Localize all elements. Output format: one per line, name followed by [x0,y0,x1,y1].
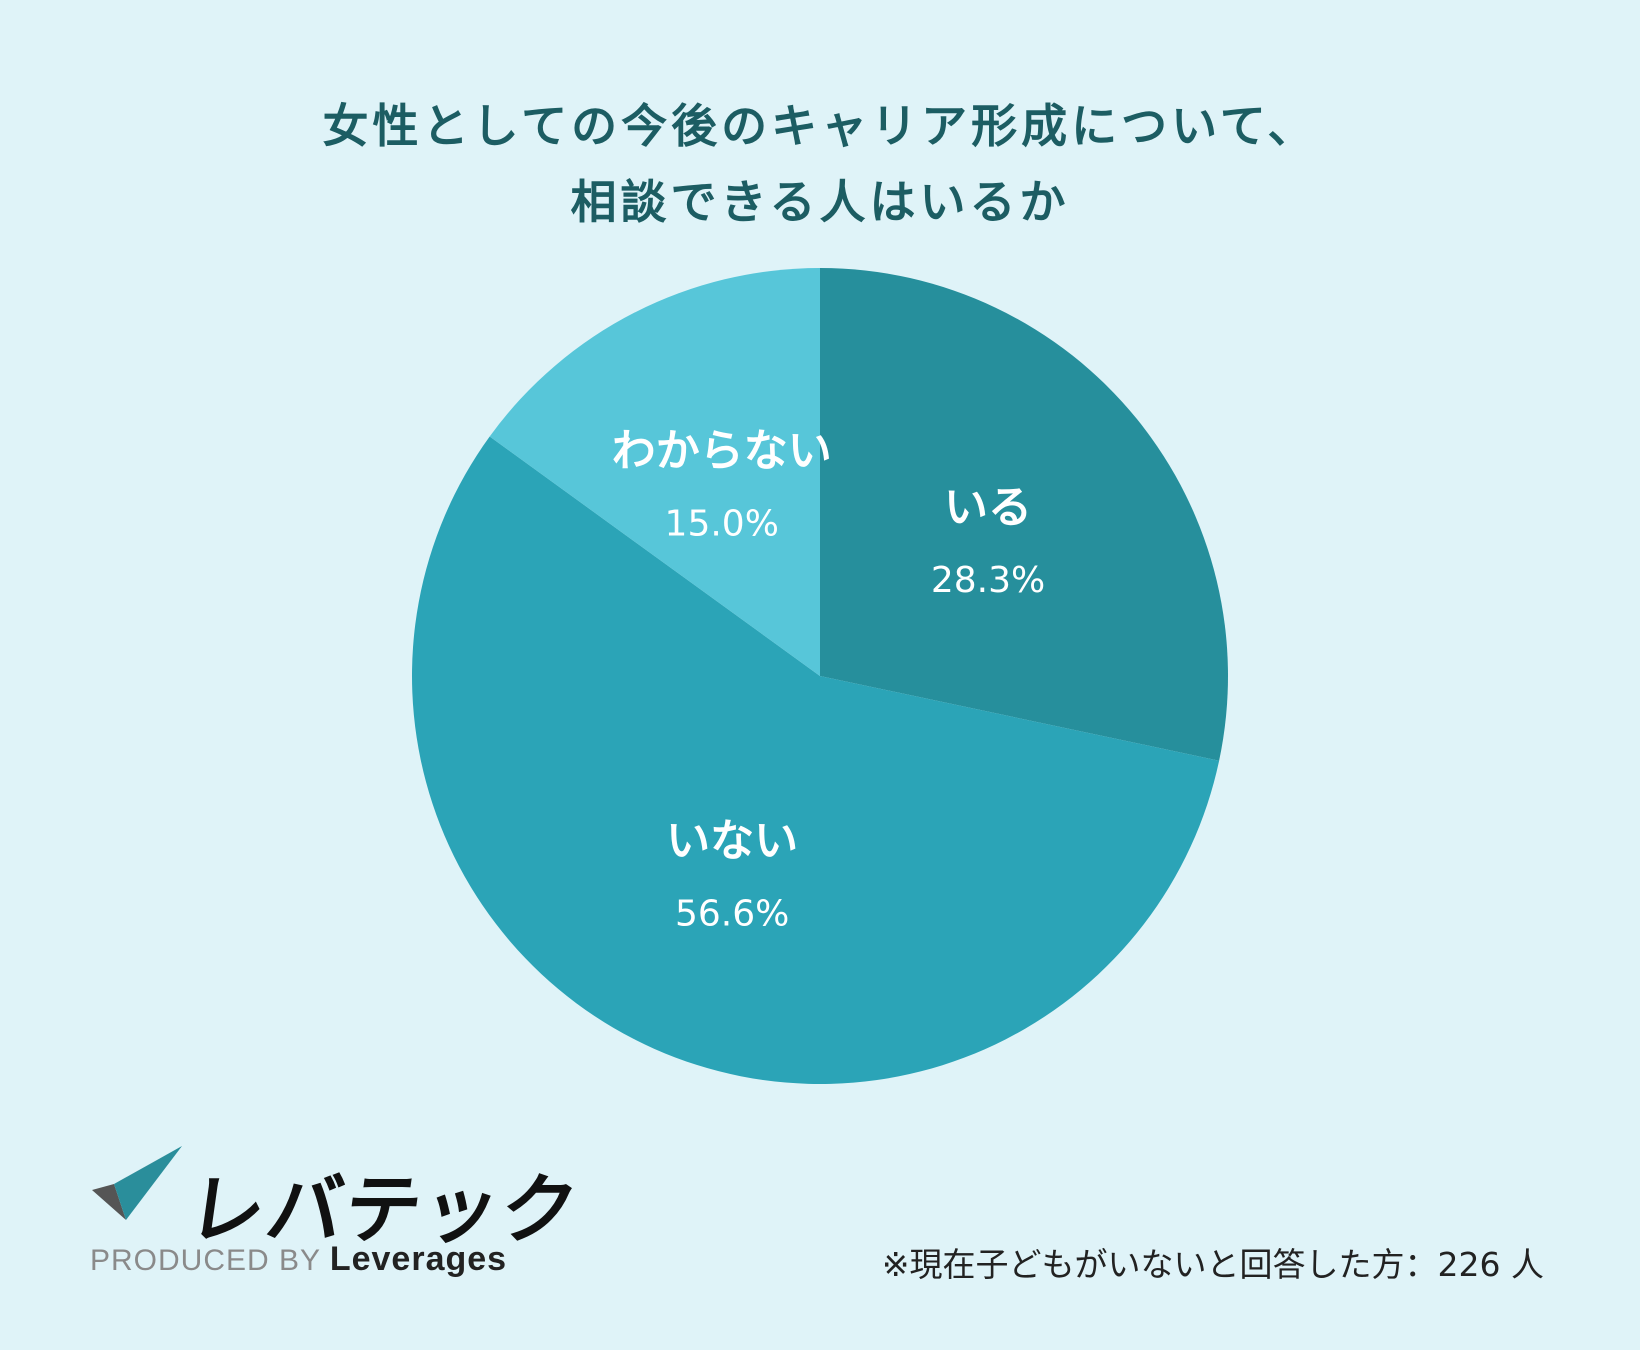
pie-chart: いる 28.3% いない 56.6% わからない 15.0% [411,268,1228,1085]
slice-pct-1: 56.6% [675,894,789,935]
produced-by-brand: Leverages [329,1240,508,1278]
slice-pct-0: 28.3% [931,560,1045,601]
slice-label-1: いない [666,816,798,867]
produced-by-prefix: PRODUCED BY [90,1244,321,1277]
chart-title-line2: 相談できる人はいるか [570,175,1070,229]
checkmark-logo-icon [92,1146,182,1220]
chart-title-line1: 女性としての今後のキャリア形成について、 [322,99,1318,153]
levtech-logo: レバテック [90,1140,585,1280]
chart-title: 女性としての今後のキャリア形成について、 相談できる人はいるか [0,88,1640,240]
produced-by: PRODUCED BY Leverages [90,1240,507,1279]
pie-slice-2 [489,268,820,676]
slice-pct-2: 15.0% [665,503,779,544]
pie-slice-0 [820,268,1228,761]
slice-label-2: わからない [612,425,832,476]
pie-slice-1 [411,436,1220,1085]
respondent-note: ※現在子どもがいないと回答した方：226 人 [881,1245,1544,1284]
slice-label-0: いる [944,482,1032,533]
